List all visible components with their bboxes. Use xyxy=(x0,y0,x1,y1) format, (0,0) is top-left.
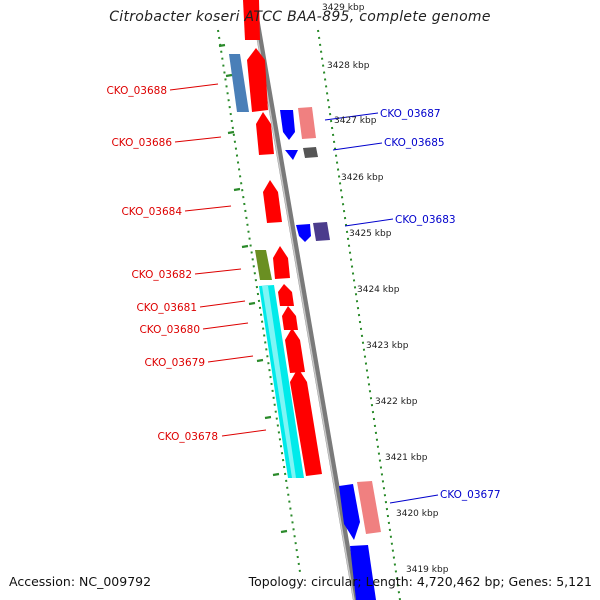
map-title: Citrobacter koseri ATCC BAA-895, complet… xyxy=(109,9,491,25)
tick-labels: 3429 kbp 3428 kbp 3427 kbp 3426 kbp 3425… xyxy=(322,3,449,575)
cds-03683 xyxy=(296,224,311,242)
gene-label-cko-03680: CKO_03680 xyxy=(139,324,200,336)
gene-label-cko-03684: CKO_03684 xyxy=(121,206,182,218)
tick-label: 3420 kbp xyxy=(396,509,439,519)
tick-label: 3429 kbp xyxy=(322,3,365,13)
tick-label: 3425 kbp xyxy=(349,229,392,239)
reverse-gene-labels: CKO_03687 CKO_03685 CKO_03683 CKO_03677 xyxy=(380,108,501,501)
cds-03677 xyxy=(339,484,360,540)
gene-label-cko-03685: CKO_03685 xyxy=(384,137,445,149)
tick-label: 3426 kbp xyxy=(341,173,384,183)
cds-03686 xyxy=(256,112,274,155)
label-leaders xyxy=(169,83,439,504)
cds-03678 xyxy=(290,368,322,476)
feature-olive xyxy=(255,250,272,280)
tick-label: 3423 kbp xyxy=(366,341,409,351)
forward-gene-labels: CKO_03688 CKO_03686 CKO_03684 CKO_03682 … xyxy=(106,85,218,443)
cds-03682 xyxy=(273,246,290,279)
gene-label-cko-03687: CKO_03687 xyxy=(380,108,441,120)
tick-label: 3422 kbp xyxy=(375,397,418,407)
gene-label-cko-03683: CKO_03683 xyxy=(395,214,456,226)
inner-major-ticks xyxy=(218,43,288,534)
cds-bottom-partial xyxy=(350,545,376,600)
gene-label-cko-03681: CKO_03681 xyxy=(136,302,197,314)
feature-03687-salmon xyxy=(298,107,316,139)
gene-label-cko-03688: CKO_03688 xyxy=(106,85,167,97)
feature-steelblue xyxy=(229,54,249,112)
tick-label: 3424 kbp xyxy=(357,285,400,295)
cds-03681 xyxy=(278,284,294,306)
tick-label: 3419 kbp xyxy=(406,565,449,575)
tick-ring-outer xyxy=(317,29,401,600)
gene-label-cko-03686: CKO_03686 xyxy=(111,137,172,149)
gene-label-cko-03679: CKO_03679 xyxy=(144,357,205,369)
gene-label-cko-03677: CKO_03677 xyxy=(440,489,501,501)
forward-feature-track xyxy=(229,54,304,478)
tick-label: 3428 kbp xyxy=(327,61,370,71)
accession-text: Accession: NC_009792 xyxy=(9,574,152,589)
tick-label: 3421 kbp xyxy=(385,453,428,463)
gene-label-cko-03682: CKO_03682 xyxy=(131,269,192,281)
genome-summary-text: Topology: circular; Length: 4,720,462 bp… xyxy=(248,574,592,589)
tick-ring-inner xyxy=(217,29,301,573)
cds-03688 xyxy=(247,48,268,112)
cds-03680 xyxy=(282,306,298,330)
gene-label-cko-03678: CKO_03678 xyxy=(157,431,218,443)
cds-03679 xyxy=(285,328,305,373)
feature-03685-gray xyxy=(303,147,318,158)
forward-cds-track xyxy=(243,0,322,476)
cds-top-partial xyxy=(243,0,260,40)
cds-03684 xyxy=(263,180,282,223)
feature-03677-salmon xyxy=(357,481,381,534)
backbone xyxy=(250,0,359,600)
reverse-cds-track xyxy=(280,107,381,600)
feature-03683-navy xyxy=(313,222,330,241)
tick-label: 3427 kbp xyxy=(334,116,377,126)
cds-03685 xyxy=(285,150,298,160)
cds-03687 xyxy=(280,110,295,140)
